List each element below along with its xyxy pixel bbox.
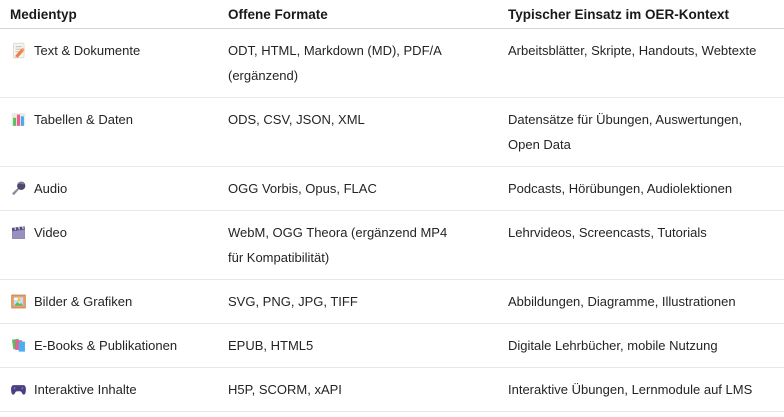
- table-header: Medientyp Offene Formate Typischer Einsa…: [0, 0, 784, 29]
- medientyp-cell: Bilder & Grafiken: [0, 280, 228, 323]
- clapper-board-icon: [10, 224, 27, 241]
- einsatz-cell: Abbildungen, Diagramme, Illustrationen: [508, 294, 736, 309]
- microphone-icon: [10, 180, 27, 197]
- einsatz-cell: Interaktive Übungen, Lernmodule auf LMS: [508, 382, 753, 397]
- formate-cell: SVG, PNG, JPG, TIFF: [228, 294, 358, 309]
- memo-icon: [10, 42, 27, 59]
- table-row: Tabellen & Daten ODS, CSV, JSON, XML Dat…: [0, 98, 784, 167]
- formate-cell: H5P, SCORM, xAPI: [228, 382, 342, 397]
- table-row: Audio OGG Vorbis, Opus, FLAC Podcasts, H…: [0, 167, 784, 211]
- medientyp-label: E-Books & Publikationen: [34, 338, 178, 353]
- medientyp-label: Text & Dokumente: [34, 43, 141, 58]
- einsatz-cell: Lehrvideos, Screencasts, Tutorials: [508, 225, 707, 240]
- einsatz-cell: Podcasts, Hörübungen, Audiolektionen: [508, 181, 733, 196]
- formate-cell: ODS, CSV, JSON, XML: [228, 112, 365, 127]
- formate-cell: WebM, OGG Theora (ergänzend MP4 für Komp…: [228, 225, 448, 265]
- medientyp-label: Video: [34, 225, 68, 240]
- table-row: Interaktive Inhalte H5P, SCORM, xAPI Int…: [0, 368, 784, 412]
- column-header-offene-formate: Offene Formate: [228, 7, 328, 22]
- medientyp-cell: Tabellen & Daten: [0, 98, 228, 141]
- einsatz-cell: Arbeitsblätter, Skripte, Handouts, Webte…: [508, 43, 757, 58]
- header-row: Medientyp Offene Formate Typischer Einsa…: [0, 0, 784, 29]
- table-body: Text & Dokumente ODT, HTML, Markdown (MD…: [0, 29, 784, 412]
- einsatz-cell: Datensätze für Übungen, Auswertungen, Op…: [508, 112, 743, 152]
- formate-cell: EPUB, HTML5: [228, 338, 314, 353]
- game-controller-icon: [10, 381, 27, 398]
- medientyp-label: Audio: [34, 181, 68, 196]
- medientyp-cell: Audio: [0, 167, 228, 210]
- medientyp-cell: Text & Dokumente: [0, 29, 228, 72]
- medientyp-label: Bilder & Grafiken: [34, 294, 133, 309]
- formate-cell: ODT, HTML, Markdown (MD), PDF/A (ergänze…: [228, 43, 442, 83]
- framed-picture-icon: [10, 293, 27, 310]
- einsatz-cell: Digitale Lehrbücher, mobile Nutzung: [508, 338, 718, 353]
- column-header-typischer-einsatz: Typischer Einsatz im OER-Kontext: [508, 7, 730, 22]
- medientyp-label: Interaktive Inhalte: [34, 382, 137, 397]
- books-icon: [10, 337, 27, 354]
- table-row: E-Books & Publikationen EPUB, HTML5 Digi…: [0, 324, 784, 368]
- formate-cell: OGG Vorbis, Opus, FLAC: [228, 181, 377, 196]
- table-row: Text & Dokumente ODT, HTML, Markdown (MD…: [0, 29, 784, 98]
- medientyp-cell: Video: [0, 211, 228, 254]
- table-row: Bilder & Grafiken SVG, PNG, JPG, TIFF Ab…: [0, 280, 784, 324]
- column-header-medientyp: Medientyp: [10, 7, 77, 22]
- bar-chart-icon: [10, 111, 27, 128]
- medientyp-label: Tabellen & Daten: [34, 112, 134, 127]
- medientyp-cell: E-Books & Publikationen: [0, 324, 228, 367]
- table-row: Video WebM, OGG Theora (ergänzend MP4 fü…: [0, 211, 784, 280]
- medientyp-cell: Interaktive Inhalte: [0, 368, 228, 411]
